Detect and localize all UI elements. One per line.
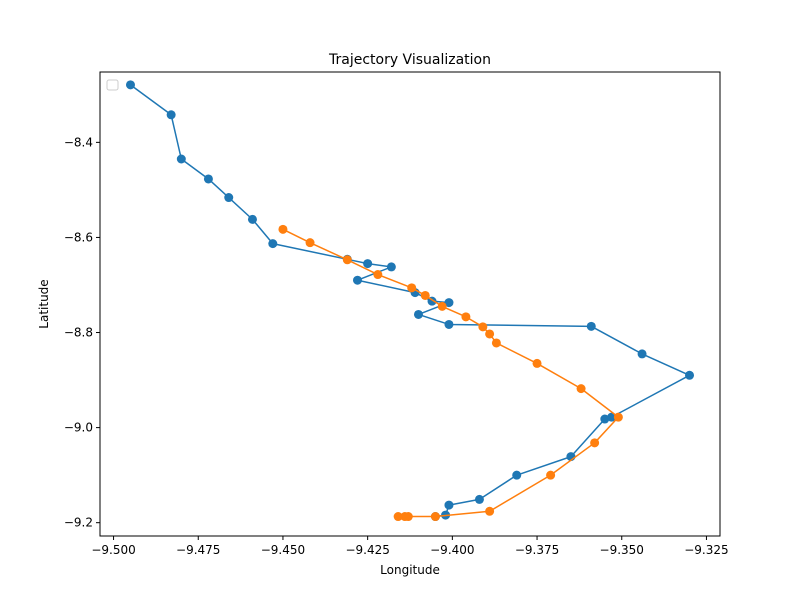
- series-1-point: [444, 298, 454, 308]
- series-2-point: [485, 329, 495, 339]
- series-2-point: [613, 412, 623, 422]
- series-2-point: [437, 301, 447, 311]
- x-tick-label: −9.375: [515, 543, 559, 557]
- series-2-point: [342, 255, 352, 265]
- series-2-point: [485, 506, 495, 516]
- y-tick-label: −8.8: [64, 326, 93, 340]
- series-2-point: [393, 512, 403, 522]
- series-1-point: [512, 470, 522, 480]
- series-1-point: [685, 370, 695, 380]
- x-tick-label: −9.475: [176, 543, 220, 557]
- series-1-point: [224, 193, 234, 203]
- series-1-point: [386, 262, 396, 272]
- series-2-point: [576, 384, 586, 394]
- series-2-point: [532, 358, 542, 368]
- chart-title: Trajectory Visualization: [328, 52, 491, 68]
- series-1-point: [363, 259, 373, 269]
- y-tick-label: −9.0: [64, 421, 93, 435]
- series-2-point: [420, 290, 430, 300]
- series-1-point: [166, 110, 176, 120]
- x-tick-label: −9.425: [345, 543, 389, 557]
- series-1-point: [203, 174, 213, 184]
- series-2-point: [491, 338, 501, 348]
- series-1-point: [247, 214, 257, 224]
- series-1-point: [444, 319, 454, 329]
- x-axis-label: Longitude: [380, 563, 440, 577]
- series-2-point: [305, 238, 315, 248]
- series-2: [278, 224, 623, 522]
- series-2-point: [430, 512, 440, 522]
- y-axis: −8.4 −8.6 −8.8 −9.0 −9.2: [64, 135, 100, 530]
- x-tick-label: −9.500: [91, 543, 135, 557]
- y-tick-label: −8.6: [64, 230, 93, 244]
- y-tick-label: −9.2: [64, 516, 93, 530]
- y-axis-label: Latitude: [37, 279, 51, 328]
- series-1-point: [125, 80, 135, 90]
- y-tick-label: −8.4: [64, 135, 93, 149]
- series-1-point: [607, 412, 617, 422]
- series-1-point: [444, 500, 454, 510]
- series-2-point: [278, 224, 288, 234]
- series-1-point: [474, 494, 484, 504]
- series-2-point: [546, 470, 556, 480]
- series-2-point: [373, 270, 383, 280]
- series-2-point: [461, 312, 471, 322]
- series-1-point: [413, 309, 423, 319]
- legend-box: [106, 79, 119, 91]
- series-1-point: [352, 275, 362, 285]
- series-1-point: [586, 321, 596, 331]
- x-tick-label: −9.350: [600, 543, 644, 557]
- x-tick-label: −9.400: [430, 543, 474, 557]
- series-1-point: [268, 239, 278, 249]
- series-1-point: [600, 414, 610, 424]
- x-axis: −9.500 −9.475 −9.450 −9.425 −9.400 −9.375 −9.3…: [91, 536, 729, 557]
- plot-area: [125, 80, 695, 522]
- axes-frame: [99, 71, 721, 537]
- series-2-point: [478, 322, 488, 332]
- series-2-point: [590, 438, 600, 448]
- series-1-point: [176, 154, 186, 164]
- series-2-point: [400, 512, 410, 522]
- x-tick-label: −9.450: [261, 543, 305, 557]
- series-1-point: [637, 349, 647, 359]
- series-2-point: [407, 283, 417, 293]
- x-tick-label: −9.325: [684, 543, 728, 557]
